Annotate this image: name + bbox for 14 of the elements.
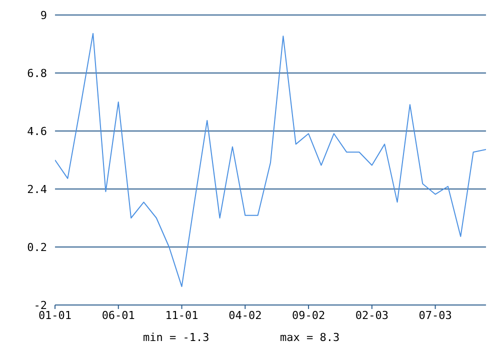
x-tick-label: 02-03 xyxy=(355,308,388,322)
x-tick-label: 06-01 xyxy=(102,308,135,322)
y-tick-label: 0.2 xyxy=(27,240,47,254)
y-tick-label: 6.8 xyxy=(27,66,47,80)
x-tick-label: 07-03 xyxy=(418,308,452,322)
text: min = -1.3 xyxy=(143,331,210,344)
x-tick-label: 11-01 xyxy=(165,308,198,322)
y-tick-label: 9 xyxy=(40,8,47,22)
y-tick-label: 4.6 xyxy=(27,124,47,138)
text: max = 8.3 xyxy=(280,331,340,344)
x-tick-label: 09-02 xyxy=(292,308,326,322)
line-series xyxy=(55,32,486,288)
y-tick-label: 2.4 xyxy=(27,182,48,196)
x-tick-label: 04-02 xyxy=(228,308,262,322)
